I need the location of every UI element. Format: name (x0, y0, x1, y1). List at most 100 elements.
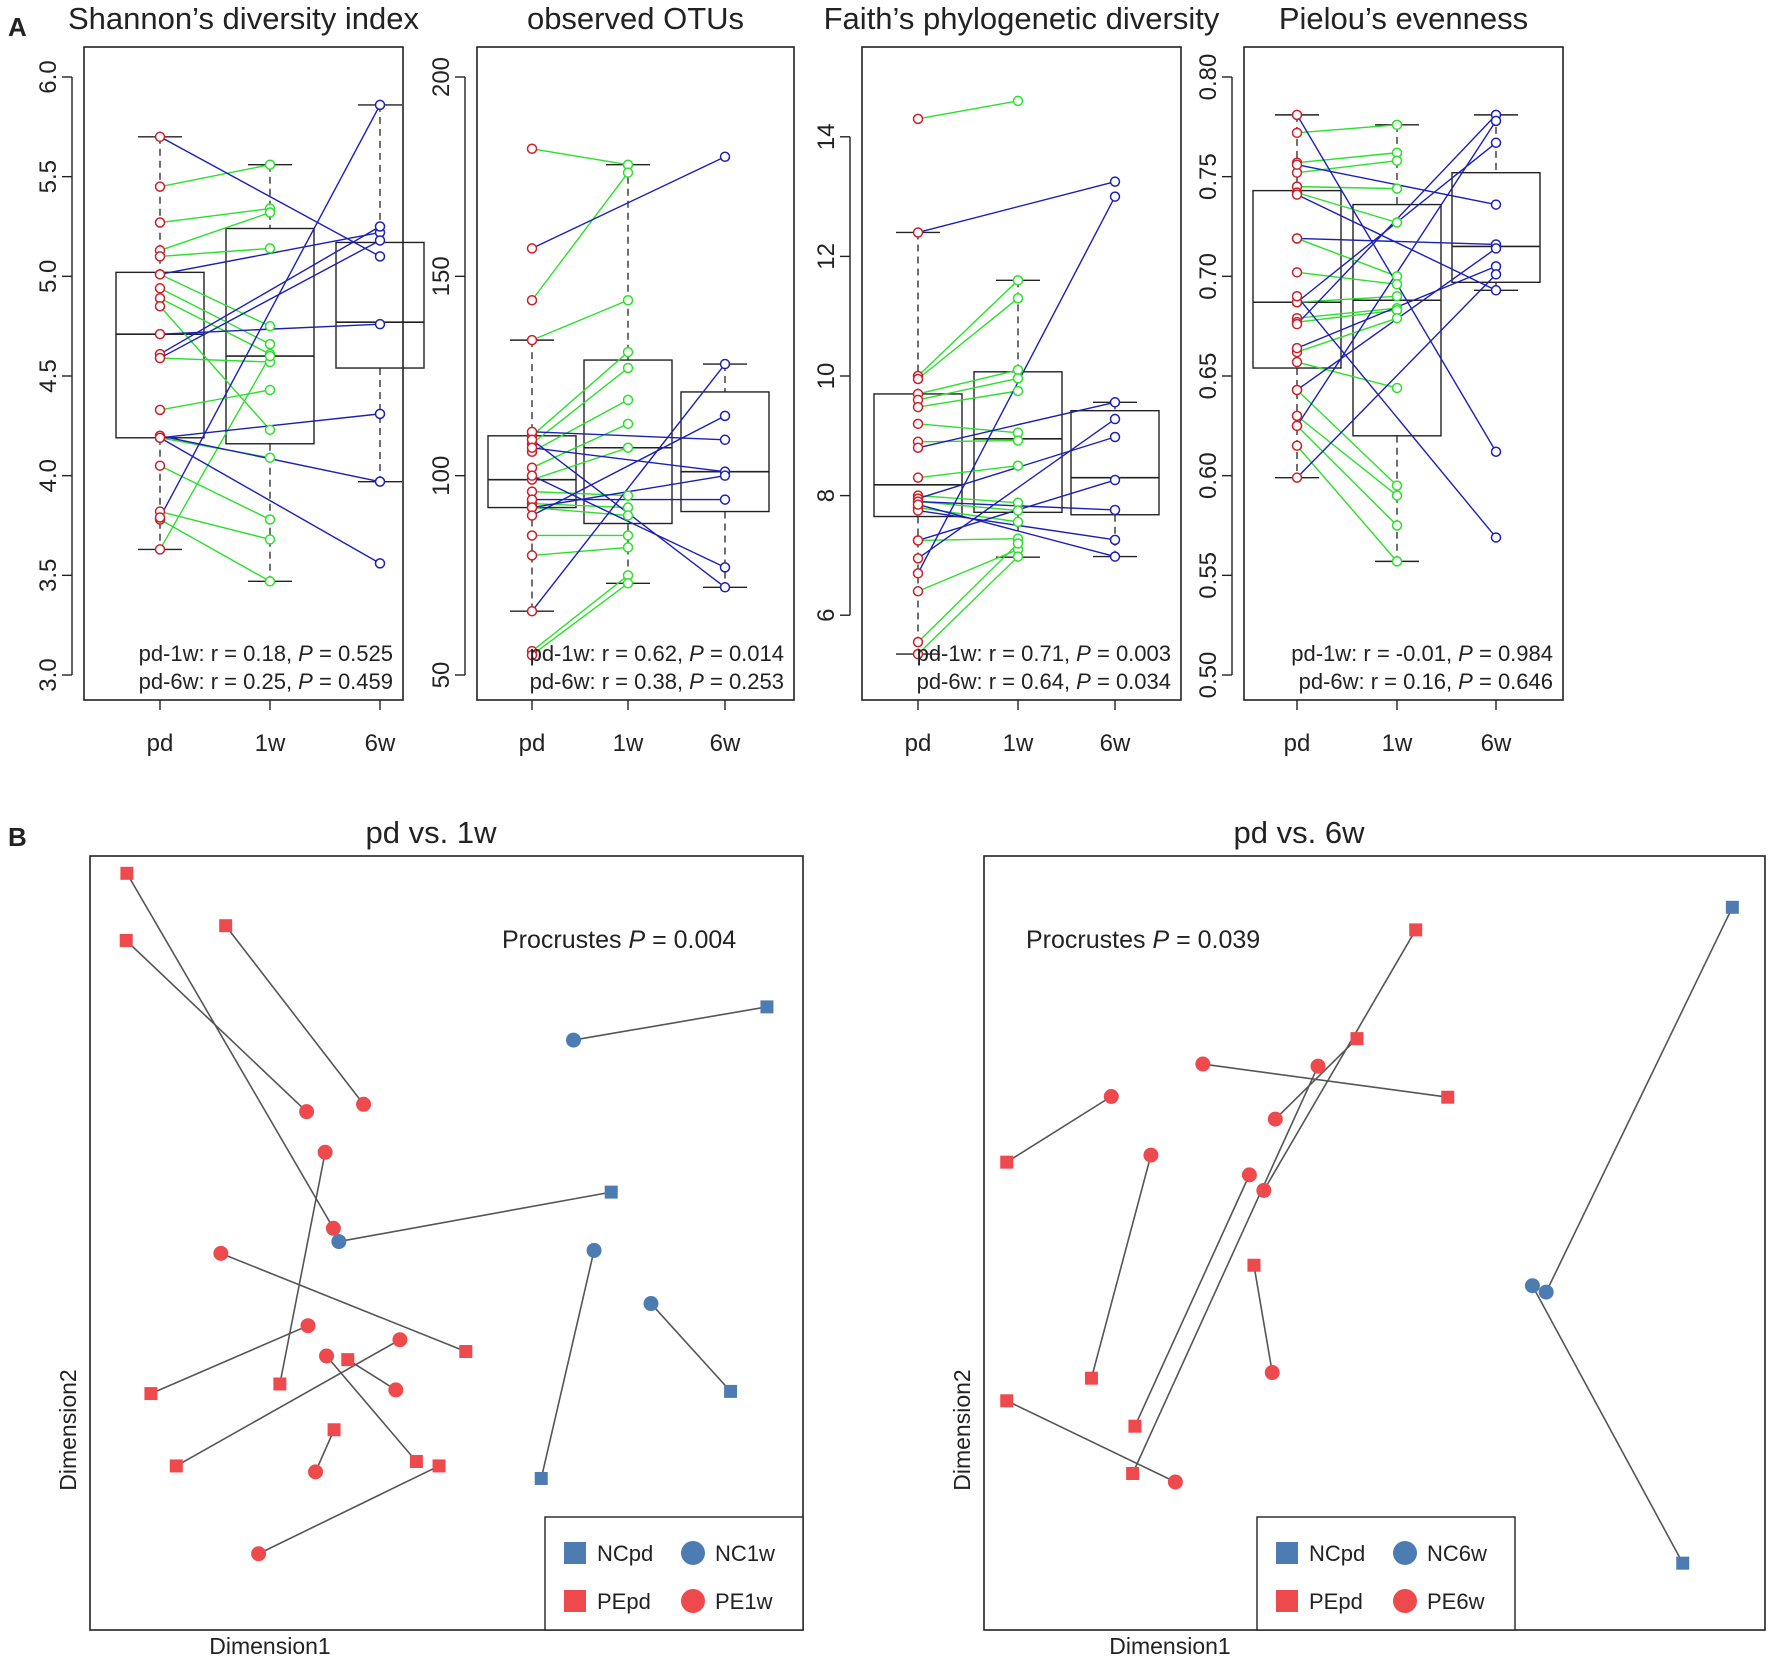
point-6w (1109, 176, 1121, 187)
legend-circle-marker (1393, 1589, 1417, 1613)
pair-line-pd-1w (1296, 237, 1398, 277)
point-pd (912, 418, 924, 430)
procrustes-p-symbol: P (1152, 926, 1169, 954)
x-tick-label: pd (905, 730, 932, 757)
pair-line-pd-1w (917, 494, 1019, 504)
stat-p-value: 0.003 (1116, 641, 1171, 666)
procrustes-segment (650, 1303, 732, 1392)
point-1w (622, 394, 634, 406)
procrustes-plot-5: pd vs. 6w Dimension1 Dimension2 Procrustes … (949, 815, 1766, 1659)
pair-line-pd-6w (159, 239, 381, 359)
point-pe-follow (300, 1318, 316, 1334)
box-iqr (583, 359, 673, 525)
procrustes-segment (1253, 1265, 1274, 1373)
legend: NCpd NC6w PEpd PE6w (1256, 1516, 1516, 1631)
pair-line-pd-1w (917, 506, 1019, 523)
point-6w (1109, 551, 1121, 562)
procrustes-p-value: 0.039 (1198, 926, 1261, 954)
point-1w (622, 346, 634, 358)
point-1w (264, 452, 276, 463)
point-pd (1291, 159, 1303, 170)
procrustes-segment (126, 872, 335, 1229)
point-pe-follow (1310, 1058, 1326, 1074)
y-tick-label: 3.0 (35, 658, 62, 691)
box-iqr (1352, 203, 1442, 437)
point-pe-follow (213, 1245, 229, 1261)
pair-line-pd-6w (1296, 295, 1497, 538)
point-pe-follow (319, 1348, 335, 1364)
point-pd (1291, 233, 1303, 244)
plot-frame (861, 46, 1182, 701)
legend-square-marker (564, 1542, 586, 1564)
point-1w (1391, 183, 1403, 194)
stat-p-value: 0.459 (338, 669, 393, 694)
procrustes-segment (279, 1152, 326, 1385)
x-tick-label: pd (147, 730, 174, 757)
point-pd (912, 401, 924, 413)
point-6w (719, 582, 731, 593)
pair-line-pd-1w (1296, 295, 1398, 303)
point-1w (1391, 279, 1403, 290)
point-pd (912, 113, 924, 125)
point-pd (1291, 384, 1303, 396)
point-1w (1012, 538, 1024, 549)
point-6w (1490, 199, 1502, 210)
y-tick-label: 0.50 (1195, 652, 1222, 699)
y-tick-label: 0.60 (1195, 452, 1222, 499)
x-tick-label: 6w (1100, 730, 1131, 757)
stat-p-value: 0.984 (1498, 641, 1553, 666)
plot-frame (983, 855, 1766, 1631)
pair-line-pd-1w (531, 582, 629, 656)
point-pe-follow (308, 1464, 324, 1480)
pair-line-pd-1w (917, 537, 1019, 542)
stat-prefix: pd-1w: r = 0.62, (530, 641, 690, 666)
plot-title: Shannon’s diversity index (68, 1, 419, 36)
point-pe-pd (219, 919, 233, 933)
pair-line-pd-1w (917, 500, 1019, 512)
pair-line-pd-1w (1296, 389, 1398, 487)
point-pd (1291, 109, 1303, 121)
legend-label: PEpd (597, 1589, 651, 1614)
point-1w (622, 167, 634, 178)
point-nc-follow (331, 1234, 347, 1250)
y-tick-label: 5.0 (35, 260, 62, 293)
procrustes-equals: = (1169, 926, 1198, 954)
y-tick-label: 0.70 (1195, 253, 1222, 300)
pair-line-pd-6w (159, 104, 381, 518)
point-6w (1490, 532, 1502, 543)
point-pd (526, 649, 538, 661)
point-pd (1291, 291, 1303, 302)
pair-line-pd-1w (531, 148, 629, 166)
point-1w (264, 159, 276, 170)
pair-line-pd-1w (159, 518, 271, 582)
y-tick-label: 150 (428, 256, 455, 296)
point-pe-follow (251, 1546, 267, 1562)
stat-text: pd-1w: r = 0.18, P = 0.525 (139, 641, 393, 666)
pair-line-pd-1w (917, 542, 1019, 643)
point-6w (374, 558, 386, 569)
procrustes-segment (150, 1324, 309, 1395)
point-pd (912, 568, 924, 579)
point-pd (154, 283, 166, 294)
point-pd (1291, 267, 1303, 278)
point-pe-follow (1241, 1167, 1257, 1183)
procrustes-segment (1263, 929, 1417, 1191)
point-1w (1012, 551, 1024, 562)
procrustes-annotation: Procrustes P = 0.039 (1026, 926, 1260, 954)
y-tick-label: 50 (428, 662, 455, 689)
pair-line-pd-6w (531, 447, 726, 473)
point-6w (374, 235, 386, 246)
x-tick-label: 6w (710, 730, 741, 757)
x-tick-label: 1w (1382, 730, 1413, 757)
pair-line-pd-6w (1296, 237, 1497, 246)
point-1w (264, 320, 276, 332)
point-6w (1490, 137, 1502, 149)
point-1w (1391, 480, 1403, 491)
pair-line-pd-1w (1296, 152, 1398, 164)
point-1w (1012, 275, 1024, 286)
procrustes-p-symbol: P (628, 926, 645, 954)
x-tick-label: pd (1284, 730, 1311, 757)
pair-line-pd-1w (917, 439, 1019, 443)
procrustes-segment (1131, 1065, 1319, 1474)
legend-circle-marker (681, 1589, 705, 1613)
